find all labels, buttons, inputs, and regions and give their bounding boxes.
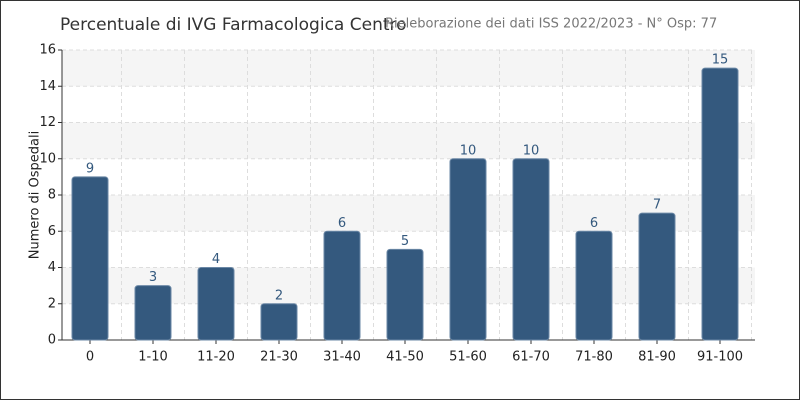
y-tick-label: 2 xyxy=(48,296,56,311)
y-tick-label: 14 xyxy=(39,79,56,94)
value-label: 15 xyxy=(712,53,729,68)
value-label: 3 xyxy=(149,270,157,285)
value-label: 7 xyxy=(653,198,661,213)
y-tick-label: 8 xyxy=(48,188,56,203)
x-tick-label: 31-40 xyxy=(323,350,361,365)
value-label: 4 xyxy=(212,252,220,267)
x-tick-label: 71-80 xyxy=(575,350,613,365)
y-tick-label: 4 xyxy=(48,260,56,275)
bar xyxy=(323,230,361,341)
x-tick-label: 51-60 xyxy=(449,350,487,365)
value-label: 5 xyxy=(401,234,409,249)
x-tick-label: 21-30 xyxy=(260,350,298,365)
bar xyxy=(260,303,298,341)
value-label: 10 xyxy=(460,143,477,158)
value-label: 10 xyxy=(523,143,540,158)
bar xyxy=(134,285,172,341)
grid-band xyxy=(62,50,755,87)
y-tick-label: 12 xyxy=(39,115,56,130)
grid-band xyxy=(62,122,755,159)
y-tick-label: 0 xyxy=(48,333,56,348)
value-label: 2 xyxy=(275,288,283,303)
chart-subtitle: Rieleborazione dei dati ISS 2022/2023 - … xyxy=(385,17,717,32)
x-tick-label: 81-90 xyxy=(638,350,676,365)
bar xyxy=(638,212,676,341)
y-tick-label: 6 xyxy=(48,224,56,239)
x-tick-label: 1-10 xyxy=(138,350,168,365)
y-tick-label: 16 xyxy=(39,43,56,58)
x-tick-label: 0 xyxy=(86,350,94,365)
bar xyxy=(449,158,487,341)
value-label: 9 xyxy=(86,161,94,176)
value-label: 6 xyxy=(590,216,598,231)
x-tick-label: 11-20 xyxy=(197,350,235,365)
bar xyxy=(197,267,235,341)
x-tick-label: 61-70 xyxy=(512,350,550,365)
y-tick-label: 10 xyxy=(39,151,56,166)
bar xyxy=(386,248,424,341)
chart-title: Percentuale di IVG Farmacologica Centro xyxy=(60,15,407,35)
bar xyxy=(71,176,109,341)
bar xyxy=(701,67,739,341)
y-axis-label: Numero di Ospedali xyxy=(28,131,43,259)
x-tick-label: 91-100 xyxy=(697,350,743,365)
value-label: 6 xyxy=(338,216,346,231)
bar xyxy=(512,158,550,341)
bar xyxy=(575,230,613,341)
x-tick-label: 41-50 xyxy=(386,350,424,365)
